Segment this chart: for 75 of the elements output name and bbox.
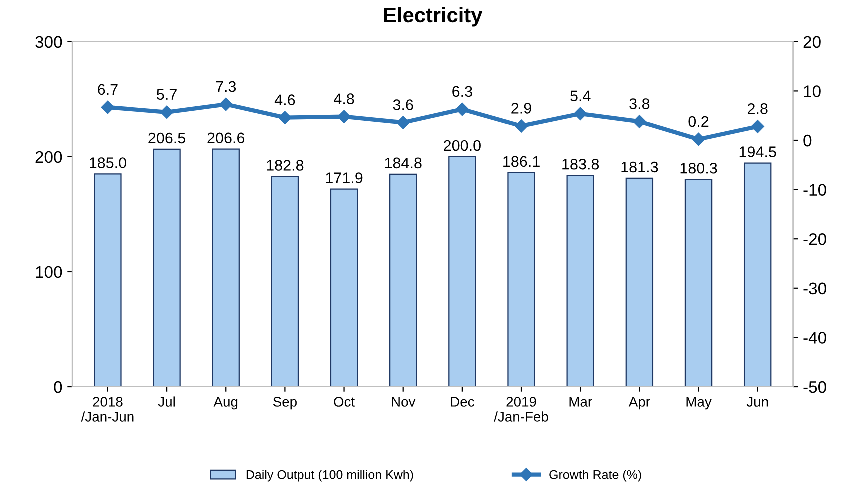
x-tick-label: Dec [451, 397, 474, 407]
bar [330, 188, 358, 388]
point [220, 98, 233, 112]
y2-tick-label: -10 [804, 184, 826, 196]
point [574, 107, 588, 120]
y-tick-label: 300 [36, 36, 62, 48]
bar [508, 172, 536, 388]
point [692, 132, 706, 146]
x-tick-label: Oct [334, 397, 355, 407]
data-label: 182.8 [267, 160, 304, 171]
legend-label: Daily Output (100 million Kwh) [246, 470, 414, 482]
y2-tick-label: -40 [804, 332, 826, 344]
data-label: 186.1 [504, 156, 540, 168]
data-label: 0.2 [688, 116, 709, 128]
x-tick-label: Mar [570, 397, 592, 407]
bar [153, 148, 181, 388]
point [514, 120, 528, 133]
data-label: 200.0 [444, 140, 481, 152]
data-label: 183.8 [562, 158, 600, 170]
bar [626, 178, 654, 388]
y-tick-label: 0 [54, 381, 62, 394]
y2-tick-label: -50 [804, 381, 826, 394]
data-label: 2.9 [512, 103, 532, 114]
y-tick-label: 200 [36, 151, 62, 164]
bar [566, 175, 594, 388]
x-tick-label: May [686, 397, 712, 410]
y2-tick-label: -20 [804, 234, 826, 246]
x-tick-label: Aug [214, 397, 238, 410]
point [101, 100, 115, 114]
x-tick-label: Nov [392, 397, 416, 407]
point [160, 106, 174, 119]
data-label: 2.8 [748, 104, 768, 114]
bar [448, 156, 476, 388]
legend-label: Growth Rate (%) [550, 470, 642, 482]
data-label: 6.3 [452, 86, 472, 98]
point [633, 115, 646, 128]
data-label: 5.7 [157, 89, 177, 100]
data-label: 180.3 [680, 162, 718, 174]
bar [94, 174, 122, 388]
y2-tick-label: 0 [804, 134, 812, 147]
bar [271, 176, 300, 388]
point [396, 116, 410, 130]
point [751, 120, 764, 134]
data-label: 171.9 [326, 172, 363, 184]
bar [684, 179, 713, 388]
y2-tick-label: 10 [804, 86, 821, 98]
y2-tick-label: 20 [804, 36, 821, 48]
point [456, 102, 470, 116]
data-label: 3.8 [630, 98, 650, 110]
bar [212, 148, 240, 388]
data-label: 3.6 [393, 100, 414, 110]
data-label: 4.6 [274, 94, 296, 106]
point [338, 110, 351, 124]
y-tick-label: 100 [36, 266, 62, 278]
point [278, 111, 292, 124]
data-label: 6.7 [98, 84, 118, 96]
bar [390, 174, 418, 388]
data-label: 206.6 [208, 132, 245, 144]
data-label: 194.5 [740, 146, 776, 158]
chart-title: Electricity [384, 7, 483, 27]
x-tick-label: Apr [628, 397, 650, 410]
data-label: 4.8 [334, 94, 354, 104]
data-label: 206.5 [148, 132, 186, 144]
y2-tick-label: -30 [804, 282, 826, 295]
bar [744, 162, 772, 388]
data-label: 181.3 [622, 162, 658, 173]
x-tick-label: Jul [158, 396, 175, 407]
data-label: 185.0 [90, 158, 126, 168]
x-tick-label: 2018 /Jan-Jun [81, 397, 134, 422]
x-tick-label: 2019 /Jan-Feb [494, 397, 548, 422]
data-label: 7.3 [216, 81, 236, 92]
data-label: 5.4 [570, 90, 591, 102]
x-tick-label: Sep [273, 397, 297, 410]
x-tick-label: Jun [746, 397, 768, 407]
data-label: 184.8 [385, 158, 422, 169]
